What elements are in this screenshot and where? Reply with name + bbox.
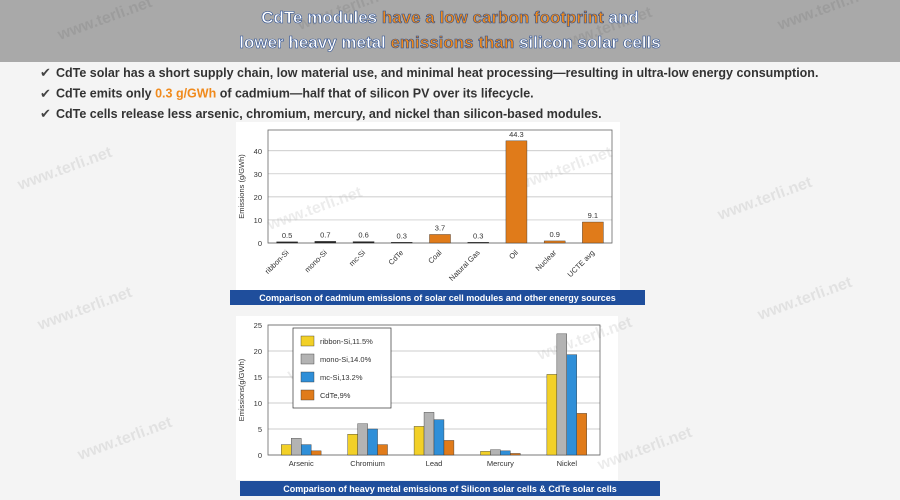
bar bbox=[510, 453, 521, 456]
x-tick-label: Arsenic bbox=[289, 459, 314, 468]
bar bbox=[546, 374, 558, 456]
legend-swatch bbox=[300, 353, 315, 365]
value-label: 3.7 bbox=[435, 223, 445, 232]
y-tick-label: 0 bbox=[258, 239, 262, 248]
x-tick-label: Chromium bbox=[350, 459, 385, 468]
caption-box bbox=[230, 290, 645, 305]
caption-box bbox=[240, 481, 660, 496]
bullet-text: CdTe emits only 0.3 g/GWh of cadmium—hal… bbox=[56, 87, 534, 101]
bar bbox=[281, 444, 292, 456]
bar bbox=[480, 451, 491, 456]
value-label: 0.6 bbox=[358, 231, 368, 240]
y-tick-label: 20 bbox=[254, 193, 262, 202]
legend-swatch bbox=[300, 335, 315, 347]
y-axis-label: Emissions(g/GWh) bbox=[237, 358, 246, 421]
y-tick-label: 25 bbox=[254, 321, 262, 330]
bar bbox=[391, 242, 413, 244]
bar bbox=[582, 221, 604, 244]
bullet-segment: CdTe emits only bbox=[56, 87, 155, 101]
bar bbox=[500, 450, 511, 456]
bar bbox=[467, 242, 489, 244]
chart-panel bbox=[236, 122, 620, 290]
title-segment: lower heavy metal bbox=[239, 33, 390, 52]
bar bbox=[505, 140, 528, 244]
bar bbox=[576, 413, 587, 456]
title-segment: and bbox=[604, 8, 639, 27]
title-segment: CdTe modules bbox=[261, 8, 382, 27]
legend-label: CdTe,9% bbox=[320, 391, 351, 400]
y-tick-label: 40 bbox=[254, 147, 262, 156]
legend-label: mc-Si,13.2% bbox=[320, 373, 363, 382]
value-label: 0.5 bbox=[282, 231, 292, 240]
bar bbox=[443, 440, 455, 456]
header: CdTe modules have a low carbon footprint… bbox=[239, 8, 661, 53]
bar bbox=[291, 438, 302, 456]
bullet-segment: of cadmium—half that of silicon PV over … bbox=[216, 87, 533, 101]
caption: Comparison of heavy metal emissions of S… bbox=[283, 484, 616, 494]
y-tick-label: 5 bbox=[258, 425, 262, 434]
bar bbox=[413, 426, 425, 456]
x-tick-label: Mercury bbox=[487, 459, 514, 468]
legend-swatch bbox=[300, 371, 315, 383]
y-tick-label: 10 bbox=[254, 216, 262, 225]
legend-swatch bbox=[300, 389, 315, 401]
header-band bbox=[0, 0, 900, 62]
bar bbox=[301, 444, 312, 456]
x-tick-label: Lead bbox=[426, 459, 443, 468]
bullet-segment: 0.3 g/GWh bbox=[155, 87, 216, 101]
check-icon: ✔ bbox=[40, 65, 51, 80]
title-segment: emissions than bbox=[390, 33, 514, 52]
bullet-text: CdTe solar has a short supply chain, low… bbox=[56, 66, 818, 80]
check-icon: ✔ bbox=[40, 86, 51, 101]
bar bbox=[490, 449, 501, 456]
bar bbox=[429, 234, 451, 244]
y-axis-label: Emissions (g/GWh) bbox=[237, 154, 246, 219]
title-segment: silicon solar cells bbox=[514, 33, 660, 52]
bullets: ✔ ✔ ✔ CdTe solar has a short supply chai… bbox=[40, 65, 818, 121]
value-label: 9.1 bbox=[588, 211, 598, 220]
bar bbox=[314, 241, 337, 244]
value-label: 0.3 bbox=[397, 231, 407, 240]
check-icon: ✔ bbox=[40, 106, 51, 121]
title-line: CdTe modules have a low carbon footprint… bbox=[261, 8, 639, 27]
y-tick-label: 10 bbox=[254, 399, 262, 408]
bar bbox=[352, 241, 375, 244]
legend-label: ribbon-Si,11.5% bbox=[320, 337, 373, 346]
bar bbox=[276, 241, 298, 244]
bar bbox=[367, 428, 378, 456]
value-label: 0.9 bbox=[549, 230, 559, 239]
bullet-segment: CdTe cells release less arsenic, chromiu… bbox=[56, 107, 602, 121]
bar bbox=[433, 419, 445, 456]
bar bbox=[310, 450, 322, 456]
legend-label: mono-Si,14.0% bbox=[320, 355, 372, 364]
bar bbox=[566, 354, 577, 456]
value-label: 0.3 bbox=[473, 231, 483, 240]
bar bbox=[423, 412, 435, 456]
y-tick-label: 0 bbox=[258, 451, 262, 460]
bar bbox=[377, 444, 388, 456]
bullet-segment: CdTe solar has a short supply chain, low… bbox=[56, 66, 818, 80]
y-tick-label: 30 bbox=[254, 170, 262, 179]
title-line: lower heavy metal emissions than silicon… bbox=[239, 33, 660, 52]
y-tick-label: 15 bbox=[254, 373, 262, 382]
value-label: 0.7 bbox=[320, 230, 330, 239]
bar bbox=[556, 333, 568, 456]
value-label: 44.3 bbox=[509, 130, 524, 139]
title-segment: have a low carbon footprint bbox=[382, 8, 604, 27]
caption: Comparison of cadmium emissions of solar… bbox=[259, 293, 616, 303]
y-tick-label: 20 bbox=[254, 347, 262, 356]
x-tick-label: Nickel bbox=[557, 459, 578, 468]
bar bbox=[543, 240, 566, 244]
bar bbox=[357, 423, 368, 456]
bar bbox=[347, 434, 358, 456]
bullet-text: CdTe cells release less arsenic, chromiu… bbox=[56, 107, 602, 121]
